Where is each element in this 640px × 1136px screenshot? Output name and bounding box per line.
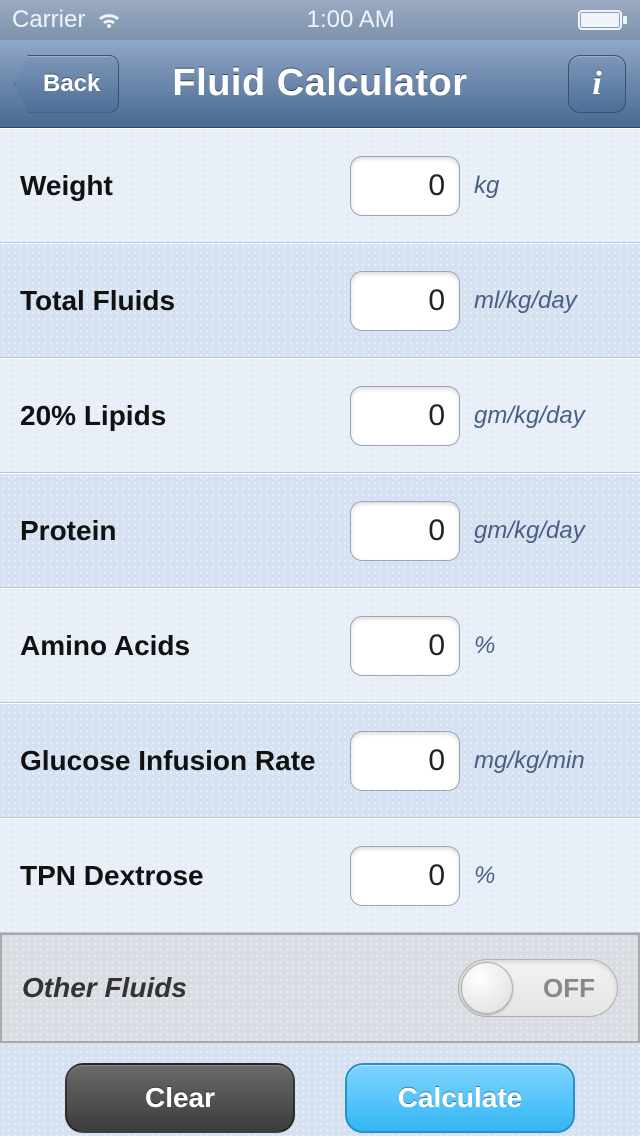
total-fluids-input[interactable] [350,271,460,331]
row-label: Total Fluids [20,285,350,317]
protein-input[interactable] [350,501,460,561]
row-total-fluids: Total Fluids ml/kg/day [0,243,640,358]
gir-input[interactable] [350,731,460,791]
toggle-knob-icon [461,962,513,1014]
wifi-icon [95,10,123,30]
row-label: TPN Dextrose [20,860,350,892]
row-label: 20% Lipids [20,400,350,432]
clock-label: 1:00 AM [307,6,395,34]
row-unit: % [460,862,620,890]
row-label: Amino Acids [20,630,350,662]
calculate-button[interactable]: Calculate [345,1063,575,1133]
row-tpn-dextrose: TPN Dextrose % [0,818,640,933]
row-label: Glucose Infusion Rate [20,745,350,777]
row-label: Weight [20,170,350,202]
row-unit: % [460,632,620,660]
calculate-button-label: Calculate [398,1082,523,1114]
carrier-label: Carrier [12,6,85,34]
row-unit: gm/kg/day [460,402,620,430]
bottom-bar: Clear Calculate [0,1043,640,1136]
lipids-input[interactable] [350,386,460,446]
weight-input[interactable] [350,156,460,216]
clear-button[interactable]: Clear [65,1063,295,1133]
other-fluids-toggle[interactable]: OFF [458,959,618,1017]
row-gir: Glucose Infusion Rate mg/kg/min [0,703,640,818]
row-unit: kg [460,172,620,200]
back-button[interactable]: Back [14,55,119,113]
clear-button-label: Clear [145,1082,215,1114]
info-button[interactable]: i [568,55,626,113]
other-fluids-label: Other Fluids [22,972,458,1004]
info-icon: i [592,65,601,103]
row-other-fluids: Other Fluids OFF [0,933,640,1043]
amino-acids-input[interactable] [350,616,460,676]
row-weight: Weight kg [0,128,640,243]
row-label: Protein [20,515,350,547]
status-bar: Carrier 1:00 AM [0,0,640,40]
row-unit: ml/kg/day [460,287,620,315]
tpn-dextrose-input[interactable] [350,846,460,906]
row-unit: mg/kg/min [460,747,620,775]
row-protein: Protein gm/kg/day [0,473,640,588]
row-lipids: 20% Lipids gm/kg/day [0,358,640,473]
page-title: Fluid Calculator [172,62,467,105]
battery-icon [578,10,628,30]
nav-bar: Back Fluid Calculator i [0,40,640,128]
back-button-label: Back [43,70,100,98]
form-rows: Weight kg Total Fluids ml/kg/day 20% Lip… [0,128,640,1043]
row-amino-acids: Amino Acids % [0,588,640,703]
toggle-state-label: OFF [543,973,595,1004]
row-unit: gm/kg/day [460,517,620,545]
